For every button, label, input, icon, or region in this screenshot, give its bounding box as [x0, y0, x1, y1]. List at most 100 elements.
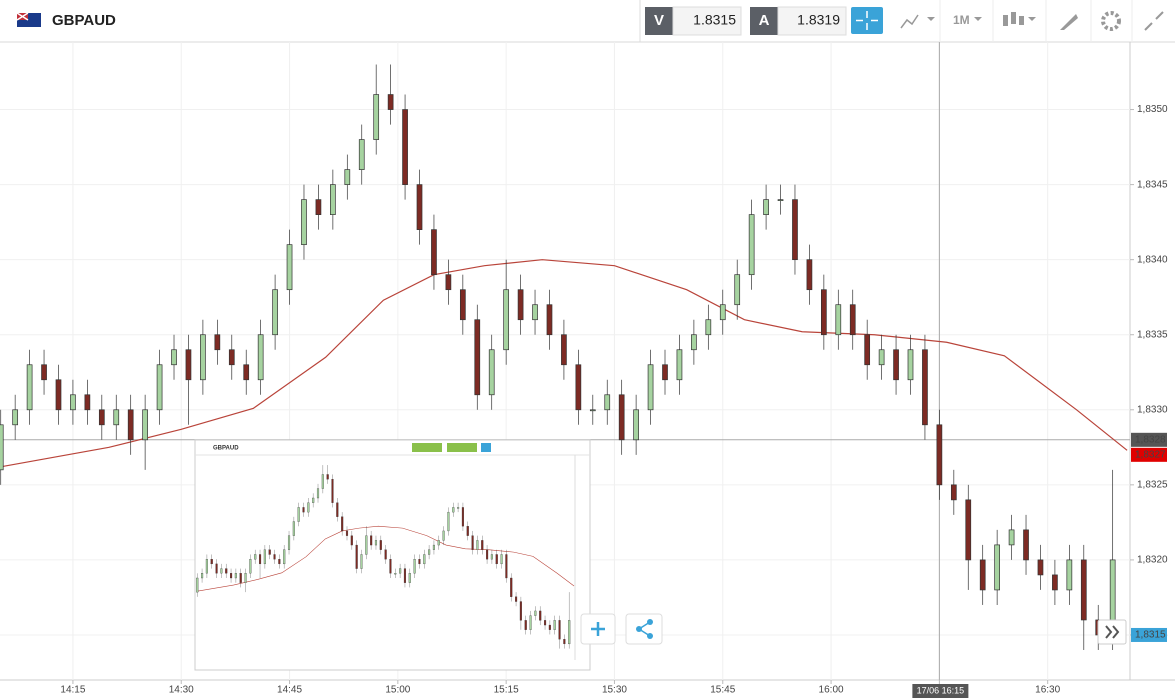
candle-body [1037, 559, 1044, 576]
candle-body [548, 624, 551, 630]
y-tick-label: 1,8335 [1137, 329, 1168, 340]
scroll-end-button[interactable] [1097, 619, 1127, 645]
candle-body [12, 409, 19, 426]
candle-body [568, 620, 571, 645]
snapshot-symbol: GBPAUD [213, 446, 239, 452]
candle-body [519, 601, 522, 621]
candle-body [633, 409, 639, 441]
candle-body [70, 394, 76, 411]
draw-button[interactable] [1060, 14, 1078, 30]
y-tick-label: 1,8325 [1137, 479, 1168, 490]
candle-body [41, 364, 47, 381]
candle-body [358, 139, 365, 170]
y-tick-label: 1,8350 [1137, 104, 1168, 115]
candle-body [936, 424, 943, 486]
snapshot-button [412, 443, 442, 452]
candle-body [505, 554, 508, 579]
candle-body [283, 549, 286, 565]
x-tick-label: 16:30 [1035, 685, 1060, 696]
bid-button[interactable] [645, 7, 673, 35]
candle-body [413, 559, 416, 574]
candle-body [459, 289, 466, 321]
candle-body [950, 484, 957, 501]
candle-body [457, 507, 460, 509]
candle-body [243, 364, 250, 381]
timeframe[interactable]: 1M [953, 13, 970, 27]
candle-body [575, 364, 582, 411]
candle-body [486, 549, 489, 560]
add-button[interactable] [580, 613, 616, 645]
candle-body [230, 573, 233, 579]
candle-body [98, 409, 105, 426]
share-button[interactable] [625, 613, 663, 645]
candle-body [394, 573, 397, 575]
indicator-button[interactable] [900, 14, 935, 29]
crosshair-button[interactable] [851, 7, 883, 34]
candle-body [196, 577, 199, 593]
price-marker-label: 1,8327 [1135, 449, 1166, 460]
candle-body [662, 364, 668, 381]
candle-body [849, 304, 856, 336]
candle-body [524, 620, 527, 630]
candle-body [185, 349, 192, 381]
candle-body [254, 554, 257, 560]
candle-body [113, 409, 120, 426]
price-marker-label: 1,8315 [1135, 630, 1166, 641]
ask-value: 1.8319 [797, 12, 840, 28]
candle-body [312, 497, 315, 503]
candle-body [321, 474, 324, 489]
candle-body [336, 502, 339, 517]
candle-body [1008, 529, 1015, 546]
candle-body [171, 349, 177, 366]
candle-body [539, 610, 542, 621]
candle-body [205, 559, 208, 574]
candle-body [878, 349, 885, 366]
candle-body [0, 424, 4, 471]
candle-body [481, 540, 484, 550]
candle-body [471, 535, 474, 550]
candle-body [1066, 559, 1073, 591]
candle-body [416, 184, 423, 230]
candle-body [403, 568, 407, 583]
candle-body [272, 289, 278, 336]
candle-body [268, 549, 271, 555]
candle-body [437, 540, 440, 546]
chart-type-button[interactable] [1003, 12, 1036, 26]
candle-body [330, 184, 336, 215]
settings-button[interactable] [1101, 11, 1121, 31]
candle-body [214, 334, 221, 351]
candle-body [466, 526, 469, 536]
snapshot-button [447, 443, 477, 452]
ask-button[interactable] [750, 7, 778, 35]
collapse-button[interactable] [1144, 11, 1164, 31]
x-tick-label: 14:30 [169, 685, 194, 696]
candle-body [257, 334, 264, 381]
candle-body [835, 304, 842, 336]
candle-body [428, 549, 431, 555]
candle-body [488, 349, 495, 396]
candle-body [705, 319, 712, 336]
candle-body [263, 549, 266, 565]
candle-body [287, 535, 291, 550]
x-tick-label: 14:15 [60, 685, 85, 696]
candle-body [249, 559, 252, 574]
candle-body [315, 199, 322, 215]
candle-body [1023, 529, 1029, 561]
candle-body [423, 554, 426, 565]
candle-body [532, 304, 538, 321]
candle-body [220, 568, 223, 574]
x-tick-label: 15:15 [494, 685, 519, 696]
candle-body [350, 535, 353, 546]
candle-body [447, 511, 450, 532]
candle-body [864, 334, 871, 366]
bid-box [672, 6, 742, 36]
candle-body [344, 169, 351, 185]
flag [16, 12, 41, 27]
candle-body [806, 259, 813, 291]
price-marker-label: 1,8328 [1135, 434, 1166, 445]
candle-body [476, 540, 479, 550]
candle-body [676, 349, 683, 381]
header [0, 0, 1175, 42]
candle-body [360, 554, 363, 569]
